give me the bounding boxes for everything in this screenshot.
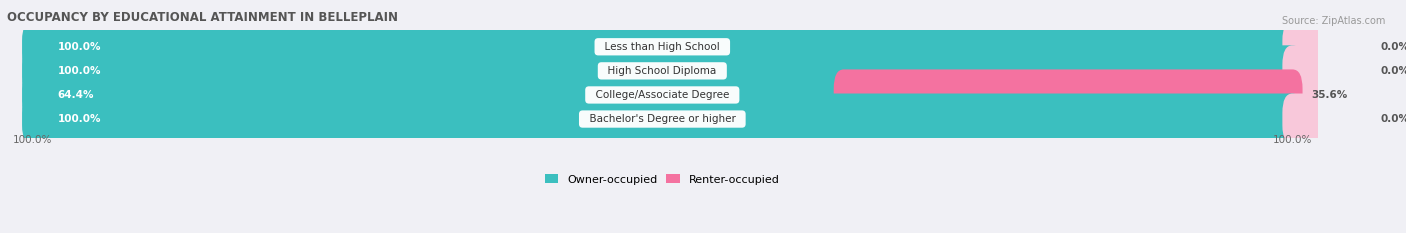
Text: 100.0%: 100.0% xyxy=(1272,135,1312,145)
FancyBboxPatch shape xyxy=(22,69,1302,120)
Text: 0.0%: 0.0% xyxy=(1381,42,1406,52)
Text: Bachelor's Degree or higher: Bachelor's Degree or higher xyxy=(582,114,742,124)
Text: 100.0%: 100.0% xyxy=(58,42,101,52)
Legend: Owner-occupied, Renter-occupied: Owner-occupied, Renter-occupied xyxy=(541,170,785,189)
FancyBboxPatch shape xyxy=(22,21,1302,72)
Text: OCCUPANCY BY EDUCATIONAL ATTAINMENT IN BELLEPLAIN: OCCUPANCY BY EDUCATIONAL ATTAINMENT IN B… xyxy=(7,11,398,24)
Text: Less than High School: Less than High School xyxy=(598,42,727,52)
FancyBboxPatch shape xyxy=(22,45,1302,96)
Text: 0.0%: 0.0% xyxy=(1381,66,1406,76)
FancyBboxPatch shape xyxy=(1282,93,1372,145)
Text: 100.0%: 100.0% xyxy=(58,114,101,124)
Text: 0.0%: 0.0% xyxy=(1381,114,1406,124)
Text: College/Associate Degree: College/Associate Degree xyxy=(589,90,735,100)
FancyBboxPatch shape xyxy=(22,69,853,120)
FancyBboxPatch shape xyxy=(22,93,1302,145)
Text: 35.6%: 35.6% xyxy=(1312,90,1347,100)
FancyBboxPatch shape xyxy=(22,21,1302,72)
Text: 100.0%: 100.0% xyxy=(58,66,101,76)
Text: High School Diploma: High School Diploma xyxy=(602,66,723,76)
FancyBboxPatch shape xyxy=(1282,45,1372,96)
Text: 100.0%: 100.0% xyxy=(13,135,52,145)
FancyBboxPatch shape xyxy=(1282,21,1372,72)
FancyBboxPatch shape xyxy=(22,45,1302,96)
FancyBboxPatch shape xyxy=(22,93,1302,145)
Text: 64.4%: 64.4% xyxy=(58,90,94,100)
FancyBboxPatch shape xyxy=(834,69,1302,120)
Text: Source: ZipAtlas.com: Source: ZipAtlas.com xyxy=(1281,16,1385,26)
